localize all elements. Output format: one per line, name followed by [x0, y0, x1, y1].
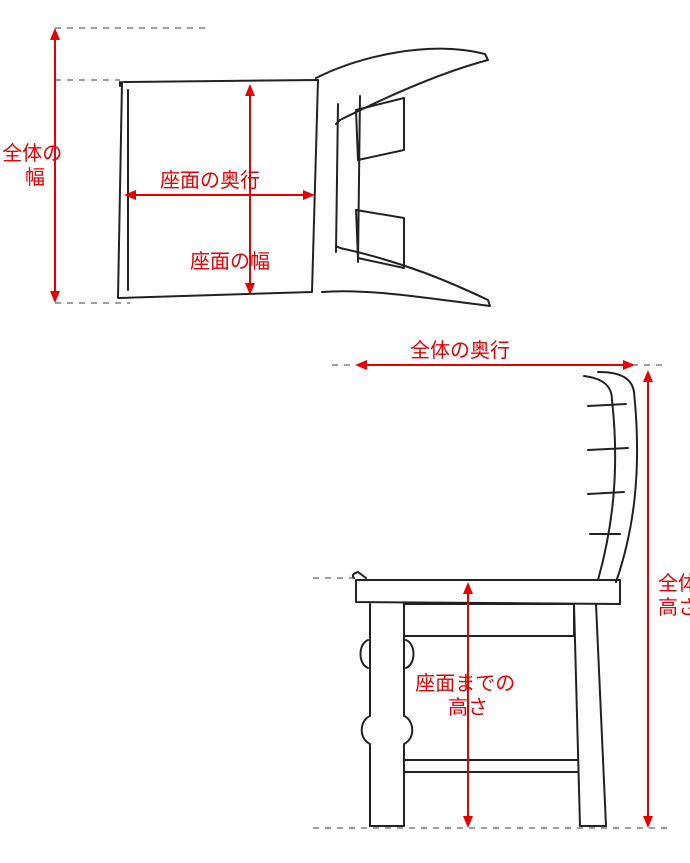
top-view-guides	[55, 28, 210, 303]
side-view: 全体の奥行 全体の 高さ 座面までの 高さ	[313, 339, 690, 828]
side-view-guides	[313, 365, 670, 828]
label-overall-depth: 全体の奥行	[410, 339, 510, 362]
label-overall-height: 全体の 高さ	[658, 572, 690, 619]
dimension-diagram: 全体の 幅 座面の奥行 座面の幅	[0, 0, 690, 863]
side-view-chair-sketch	[353, 372, 637, 826]
arrow-overall-width	[50, 28, 60, 303]
label-seat-depth: 座面の奥行	[160, 169, 260, 192]
label-overall-width: 全体の 幅	[2, 142, 68, 189]
arrow-overall-height	[643, 370, 653, 828]
top-view: 全体の 幅 座面の奥行 座面の幅	[2, 28, 490, 306]
label-seat-width: 座面の幅	[190, 250, 270, 273]
